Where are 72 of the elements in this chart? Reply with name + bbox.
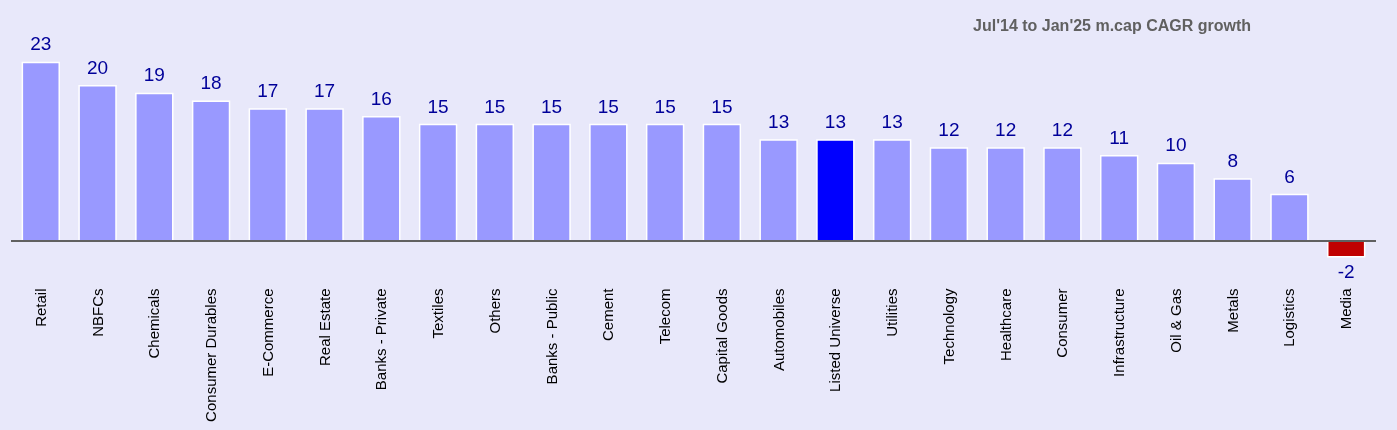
x-tick-label: Listed Universe <box>826 288 844 392</box>
x-tick-label: Capital Goods <box>712 288 730 384</box>
data-label: 12 <box>938 118 960 140</box>
x-tick-label: Media <box>1337 287 1355 330</box>
x-tick-label: Consumer <box>1053 288 1071 358</box>
data-label: 17 <box>314 80 336 102</box>
bar <box>759 139 798 242</box>
bar <box>1156 162 1196 242</box>
data-label: 17 <box>257 80 279 102</box>
data-label: 13 <box>768 111 790 133</box>
bar <box>816 139 855 242</box>
x-tick-label: Banks - Private <box>372 288 390 391</box>
data-label: 15 <box>711 95 733 117</box>
x-tick-label: Infrastructure <box>1110 288 1128 377</box>
bar <box>248 108 288 242</box>
bar <box>418 123 458 242</box>
bar <box>1043 147 1082 242</box>
bar <box>21 61 60 242</box>
x-tick-label: Telecom <box>656 288 674 345</box>
x-tick-label: Others <box>485 288 503 334</box>
bar <box>702 123 742 242</box>
data-label: 10 <box>1165 134 1187 156</box>
x-tick-label: Technology <box>939 288 957 365</box>
bar <box>645 123 685 242</box>
x-tick-label: Consumer Durables <box>202 288 220 422</box>
data-label: 23 <box>30 33 52 55</box>
chart-title: Jul'14 to Jan'25 m.cap CAGR growth <box>973 17 1251 34</box>
data-label: 12 <box>1051 118 1073 140</box>
x-tick-label: Healthcare <box>996 288 1014 362</box>
x-tick-label: Banks - Public <box>542 288 560 385</box>
data-label: 20 <box>86 56 109 78</box>
bar <box>475 123 515 242</box>
bar <box>1270 193 1309 242</box>
data-label: 6 <box>1284 165 1295 187</box>
bar <box>1213 178 1252 242</box>
bar <box>986 147 1025 242</box>
x-tick-label: Textiles <box>429 288 447 339</box>
bar <box>589 123 628 242</box>
x-tick-label: NBFCs <box>88 288 106 337</box>
data-label: 13 <box>881 111 903 133</box>
data-label: 15 <box>541 95 563 117</box>
x-tick-label: Automobiles <box>769 288 787 372</box>
data-label: 11 <box>1109 126 1130 148</box>
bar <box>135 92 174 242</box>
bar <box>362 116 401 242</box>
bar <box>305 108 344 242</box>
bar <box>532 123 571 242</box>
data-label: 15 <box>654 95 676 117</box>
data-label: 8 <box>1227 149 1238 171</box>
data-label: 15 <box>484 95 506 117</box>
data-label: 15 <box>597 95 619 117</box>
data-label: 12 <box>995 118 1017 140</box>
data-label: 16 <box>370 87 392 109</box>
bar <box>929 147 969 242</box>
bar <box>872 139 912 242</box>
x-tick-label: E-Commerce <box>258 288 276 377</box>
data-label: 19 <box>143 64 165 86</box>
data-label: 13 <box>824 111 846 133</box>
x-tick-label: Metals <box>1223 288 1241 333</box>
x-tick-label: Oil & Gas <box>1166 288 1184 353</box>
x-tick-label: Chemicals <box>145 288 163 359</box>
x-tick-label: Utilities <box>883 288 901 337</box>
bar <box>78 84 117 242</box>
data-label: 15 <box>427 95 449 117</box>
bar <box>191 100 231 242</box>
x-tick-label: Retail <box>31 288 49 327</box>
data-label: -2 <box>1337 260 1355 282</box>
x-tick-label: Real Estate <box>315 288 333 367</box>
x-tick-label: Logistics <box>1280 288 1298 347</box>
bar <box>1099 154 1139 242</box>
data-label: 18 <box>200 72 222 94</box>
x-tick-label: Cement <box>599 287 617 342</box>
